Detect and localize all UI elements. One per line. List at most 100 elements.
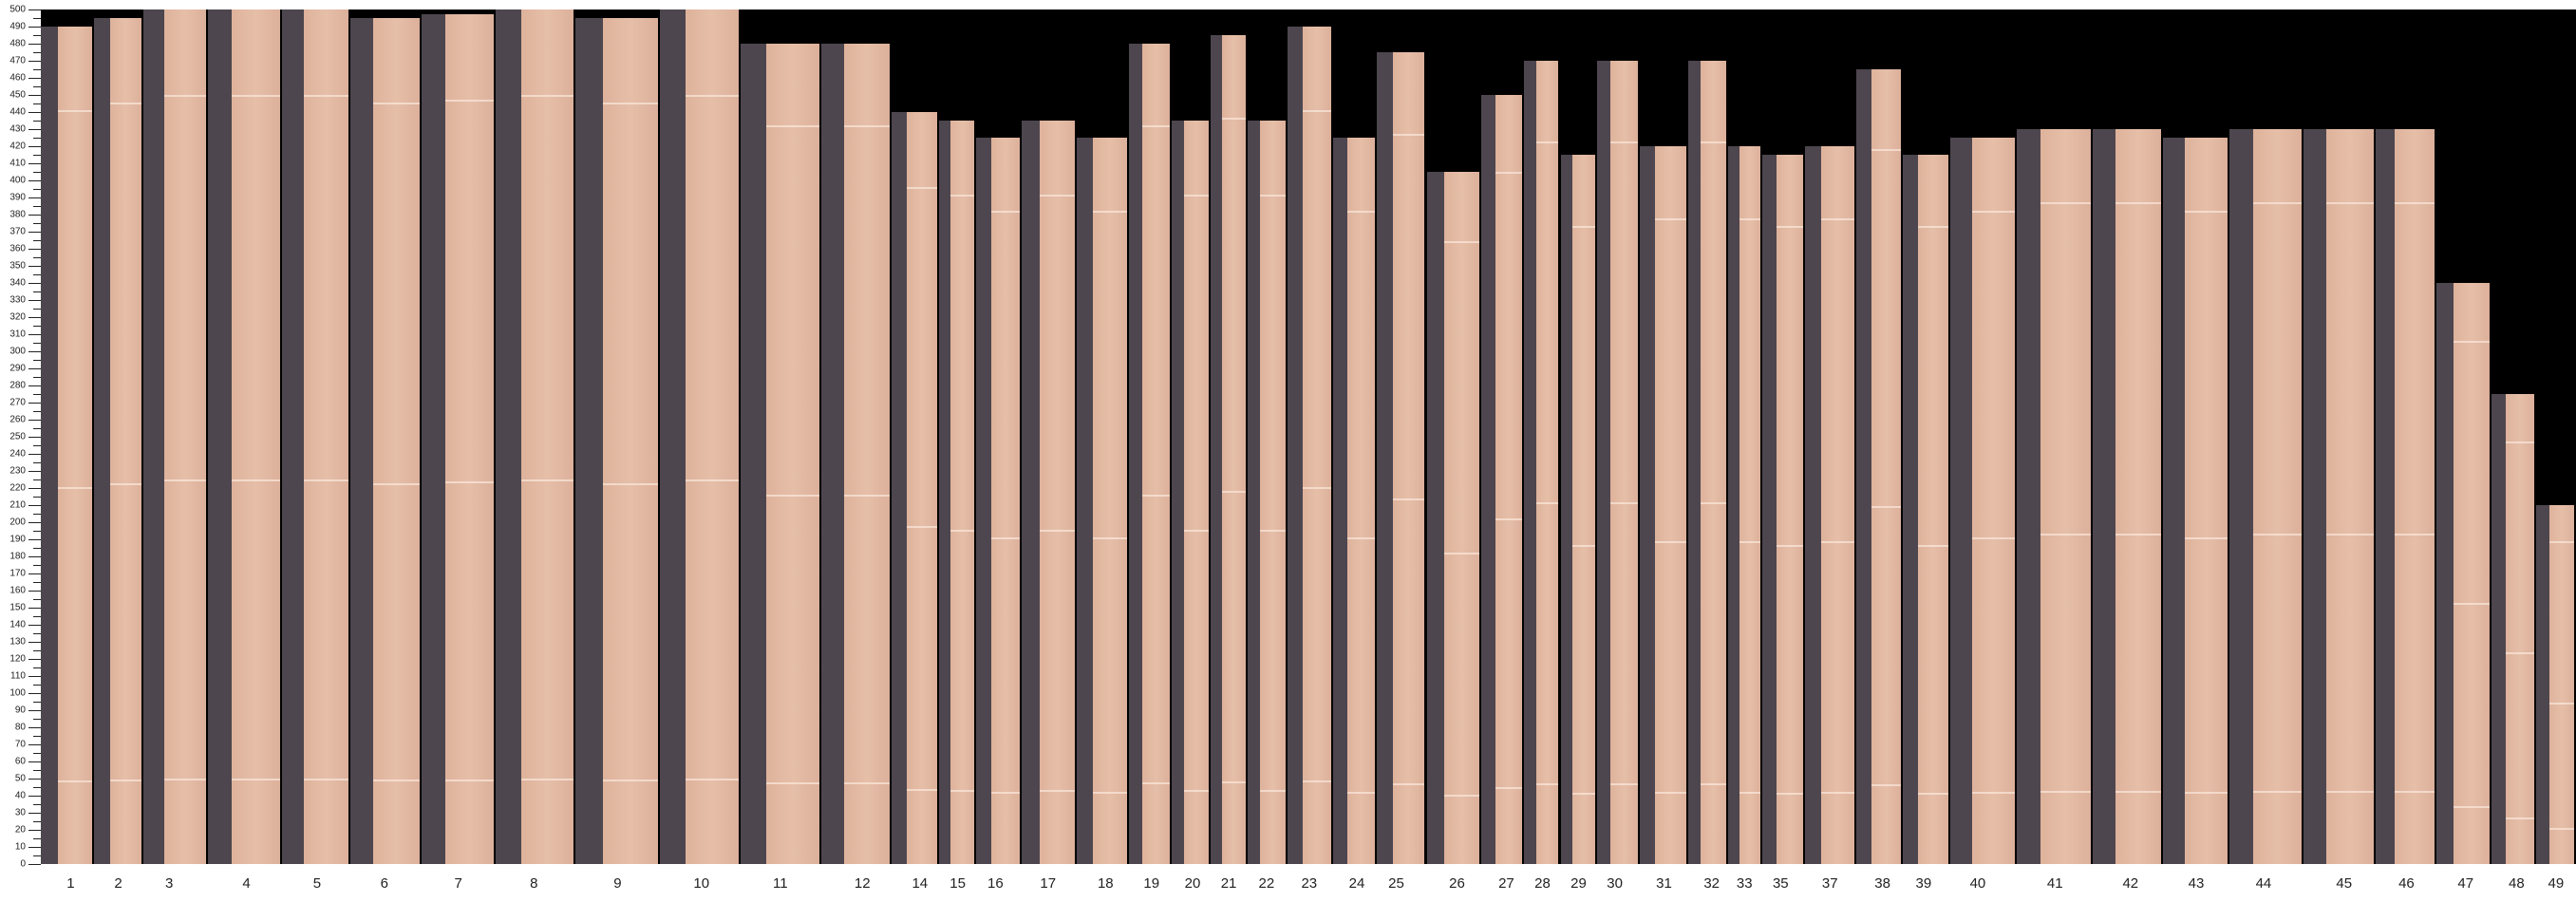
board-seam (1871, 506, 1902, 509)
board-20 (1184, 121, 1209, 864)
y-tick (28, 556, 41, 557)
board-label: 7 (454, 875, 462, 892)
board-shadow (1950, 138, 1974, 864)
board-seam (906, 788, 937, 791)
board-seam (1918, 544, 1949, 547)
board-seam (1222, 780, 1246, 783)
board-8 (521, 9, 574, 864)
board-label: 40 (1969, 875, 1986, 892)
board-seam (906, 187, 937, 190)
board-seam (2548, 828, 2574, 831)
y-tick-label: 430 (9, 123, 26, 135)
y-tick (33, 138, 41, 139)
board-seam (1302, 780, 1331, 782)
board-shadow (659, 9, 687, 864)
y-tick (33, 18, 41, 19)
board-4 (231, 9, 280, 864)
board-seam (303, 779, 349, 780)
board-shadow (2536, 505, 2551, 864)
board-seam (766, 781, 819, 784)
board-shadow (891, 112, 909, 864)
board-seam (2454, 602, 2490, 605)
y-tick-label: 260 (9, 414, 26, 425)
board-seam (1346, 536, 1375, 539)
board-21 (1222, 35, 1246, 864)
y-tick (33, 121, 41, 122)
board-seam (521, 95, 574, 97)
board-35 (1776, 155, 1804, 864)
board-shadow (2016, 129, 2043, 864)
board-seam (1776, 793, 1804, 796)
y-tick (28, 129, 41, 130)
board-seam (1444, 795, 1480, 798)
y-tick-label: 320 (9, 311, 26, 323)
board-label: 1 (66, 875, 75, 892)
y-tick (28, 300, 41, 301)
board-seam (685, 95, 740, 97)
board-seam (1093, 791, 1127, 794)
board-shadow (281, 9, 306, 864)
y-tick (33, 394, 41, 395)
board-seam (766, 125, 819, 128)
y-tick (28, 197, 41, 198)
board-label: 48 (2509, 875, 2525, 892)
y-tick-label: 80 (14, 722, 26, 733)
y-tick (33, 411, 41, 412)
y-tick-label: 90 (14, 705, 26, 716)
y-tick-label: 180 (9, 551, 26, 562)
y-tick (33, 35, 41, 36)
y-tick (28, 710, 41, 711)
y-tick (33, 103, 41, 104)
y-tick (28, 847, 41, 848)
board-seam (2326, 202, 2374, 205)
board-label: 17 (1040, 875, 1057, 892)
board-label: 6 (380, 875, 388, 892)
y-tick-label: 450 (9, 89, 26, 101)
board-label: 37 (1821, 875, 1838, 892)
board-seam (1821, 540, 1854, 543)
board-shadow (1903, 155, 1921, 864)
y-tick (33, 599, 41, 600)
y-tick (33, 189, 41, 190)
board-12 (843, 44, 890, 864)
board-seam (1142, 125, 1171, 128)
y-tick (28, 9, 41, 10)
board-shadow (575, 18, 605, 864)
board-label: 2 (114, 875, 122, 892)
board-shadow (1639, 146, 1657, 864)
board-label: 25 (1388, 875, 1404, 892)
y-tick (33, 667, 41, 668)
y-tick (28, 813, 41, 814)
board-6 (373, 18, 420, 864)
board-shadow (1211, 35, 1225, 864)
board-seam (2326, 533, 2374, 536)
board-seam (685, 479, 740, 481)
board-seam (163, 95, 206, 97)
board-seam (2115, 533, 2162, 536)
y-tick-label: 280 (9, 380, 26, 391)
board-seam (1260, 789, 1287, 792)
board-14 (906, 112, 937, 864)
board-shadow (1247, 121, 1263, 864)
y-tick-label: 40 (14, 790, 26, 801)
y-tick (33, 206, 41, 207)
y-tick (28, 27, 41, 28)
board-seam (2115, 202, 2162, 205)
board-seam (1871, 784, 1902, 787)
y-tick-label: 250 (9, 431, 26, 442)
board-seam (1184, 195, 1209, 197)
board-seam (1039, 529, 1075, 532)
board-seam (1346, 791, 1375, 794)
y-tick-label: 20 (14, 824, 26, 836)
board-seam (766, 495, 819, 498)
board-seam (685, 779, 740, 780)
board-label: 47 (2457, 875, 2474, 892)
board-label: 11 (772, 875, 788, 892)
board-seam (444, 99, 495, 102)
board-shadow (1426, 172, 1447, 864)
y-tick-label: 290 (9, 363, 26, 374)
y-tick-label: 360 (9, 243, 26, 254)
y-tick-label: 390 (9, 192, 26, 203)
board-15 (950, 121, 975, 864)
board-seam (2040, 533, 2091, 536)
